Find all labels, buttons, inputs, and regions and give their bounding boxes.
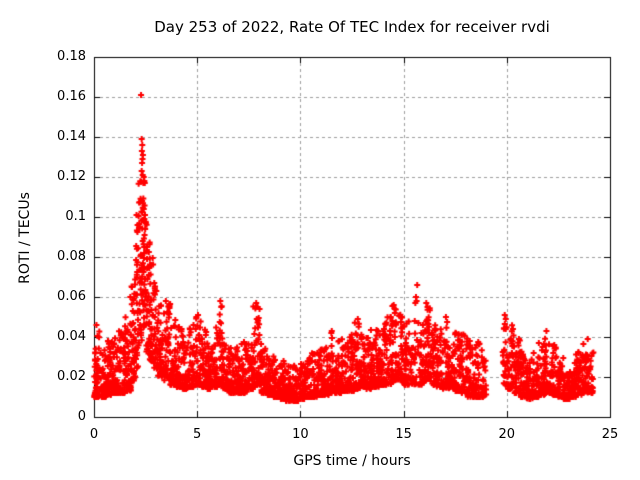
y-tick-label: 0.14 <box>57 129 86 144</box>
x-tick-label: 5 <box>193 427 202 442</box>
y-tick-label: 0.18 <box>57 49 86 64</box>
y-tick-label: 0.02 <box>57 369 86 384</box>
x-axis-title: GPS time / hours <box>293 453 411 469</box>
y-tick-label: 0.04 <box>57 329 86 344</box>
y-tick-label: 0 <box>77 409 86 424</box>
x-tick-label: 15 <box>395 427 412 442</box>
y-tick-label: 0.06 <box>57 289 86 304</box>
y-axis-title: ROTI / TECUs <box>17 192 33 284</box>
x-tick-label: 10 <box>292 427 309 442</box>
y-tick-label: 0.12 <box>57 169 86 184</box>
chart-title: Day 253 of 2022, Rate Of TEC Index for r… <box>154 18 550 36</box>
x-tick-label: 20 <box>498 427 516 442</box>
y-tick-label: 0.16 <box>57 89 86 104</box>
x-tick-label: 0 <box>89 427 99 442</box>
y-tick-label: 0.1 <box>65 209 86 224</box>
y-tick-label: 0.08 <box>57 249 86 264</box>
x-tick-label: 25 <box>601 427 619 442</box>
